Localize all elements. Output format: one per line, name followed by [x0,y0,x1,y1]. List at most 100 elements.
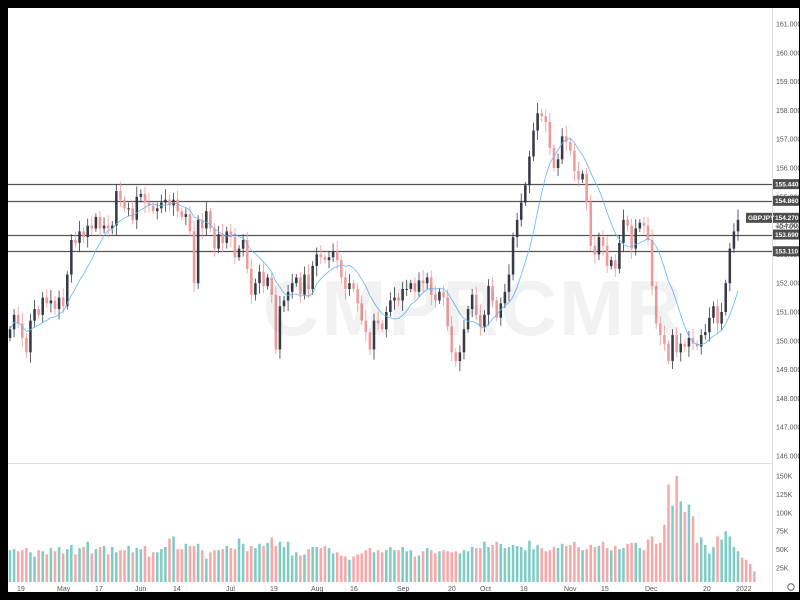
volume-bar [45,554,49,582]
volume-bar [642,550,646,582]
volume-bar [405,551,408,582]
price-tick: 148.000 [776,396,799,403]
volume-bar [650,536,654,582]
candle-body [49,300,53,304]
volume-bar [94,549,98,582]
candle-body [41,297,44,315]
price-tick: 161.000 [776,22,799,29]
candle-body [577,170,580,180]
volume-bar [356,554,359,582]
candle-body [519,202,523,220]
volume-bar [176,549,179,582]
volume-bar [270,537,274,582]
volume-bar [474,548,478,582]
volume-bar [307,549,310,582]
volume-bar [515,545,519,582]
candle-body [515,219,519,238]
candle-body [78,231,81,243]
volume-bar [397,550,400,582]
volume-bar [250,545,253,582]
volume-bar [143,545,147,582]
candle-body [458,352,462,361]
candle-body [642,222,646,226]
volume-bar [609,550,613,582]
volume-bar [160,549,163,582]
change-pct: +0.70% [775,224,799,231]
candle-body [507,274,511,292]
volume-bar [29,552,32,582]
volume-bar [450,552,453,582]
volume-bar [691,516,695,582]
candle-body [200,219,204,229]
volume-bar [687,504,691,582]
volume-bar [524,550,527,582]
volume-bar [401,547,404,582]
candle-body [605,245,609,266]
candle-body [102,225,106,229]
volume-bar [209,552,212,582]
candle-body [585,173,588,203]
price-tick: 152.000 [776,281,799,288]
volume-bar [335,552,339,582]
candle-body [675,335,678,353]
candle-body [708,317,711,333]
candle-body [650,240,654,287]
volume-bar [380,552,384,582]
candle-body [699,335,703,347]
candle-body [335,251,339,261]
volume-bar [41,551,44,582]
candle-body [409,283,413,289]
volume-bar [728,536,732,582]
candle-body [548,121,552,148]
price-tick: 158.000 [776,108,799,115]
time-tick: Jul [226,586,235,592]
candle-body [728,248,732,284]
volume-bar [487,547,490,582]
volume-bar [581,550,584,582]
time-tick: 20 [703,586,711,592]
price-tick: 154.000 [776,223,799,230]
volume-bar [577,547,580,582]
settings-gear-icon[interactable] [787,583,795,591]
volume-bar [241,543,245,582]
candle-body [442,291,445,298]
volume-bar [597,545,601,582]
volume-bar [675,476,678,582]
volume-bar [90,553,94,582]
volume-bar [671,505,674,582]
candle-body [86,225,89,238]
volume-bar [376,550,380,582]
candle-body [438,291,441,301]
volume-bar [499,543,503,582]
candle-body [123,199,126,209]
candle-body [33,309,36,321]
candle-body [503,291,507,304]
last-price-label: 154.270 [775,215,799,222]
volume-bar [8,550,12,582]
candle-body [344,277,347,289]
candle-body [544,116,548,122]
volume-bar [110,547,114,582]
volume-bar [491,544,494,582]
candle-body [487,286,490,315]
volume-bar [528,540,531,582]
volume-bar [262,545,265,582]
volume-bar [724,531,727,582]
volume-bar [552,547,556,582]
candle-body [245,240,249,269]
candle-body [450,326,453,353]
candle-body [573,150,576,171]
volume-bar [454,551,458,582]
volume-bar [299,555,302,582]
candle-body [135,196,139,220]
level-label-3-bg [773,246,799,257]
volume-bar [630,542,633,582]
volume-bar [164,547,167,582]
candle-body [90,225,94,229]
candle-body [552,147,556,168]
candle-body [168,199,171,206]
gbpjpy-chart[interactable]: 161.000 160.000 159.000 158.000 157.000 156.0… [8,8,799,592]
candle-body [495,300,498,318]
time-tick: 2022 [736,586,752,592]
volume-bar [429,550,433,582]
